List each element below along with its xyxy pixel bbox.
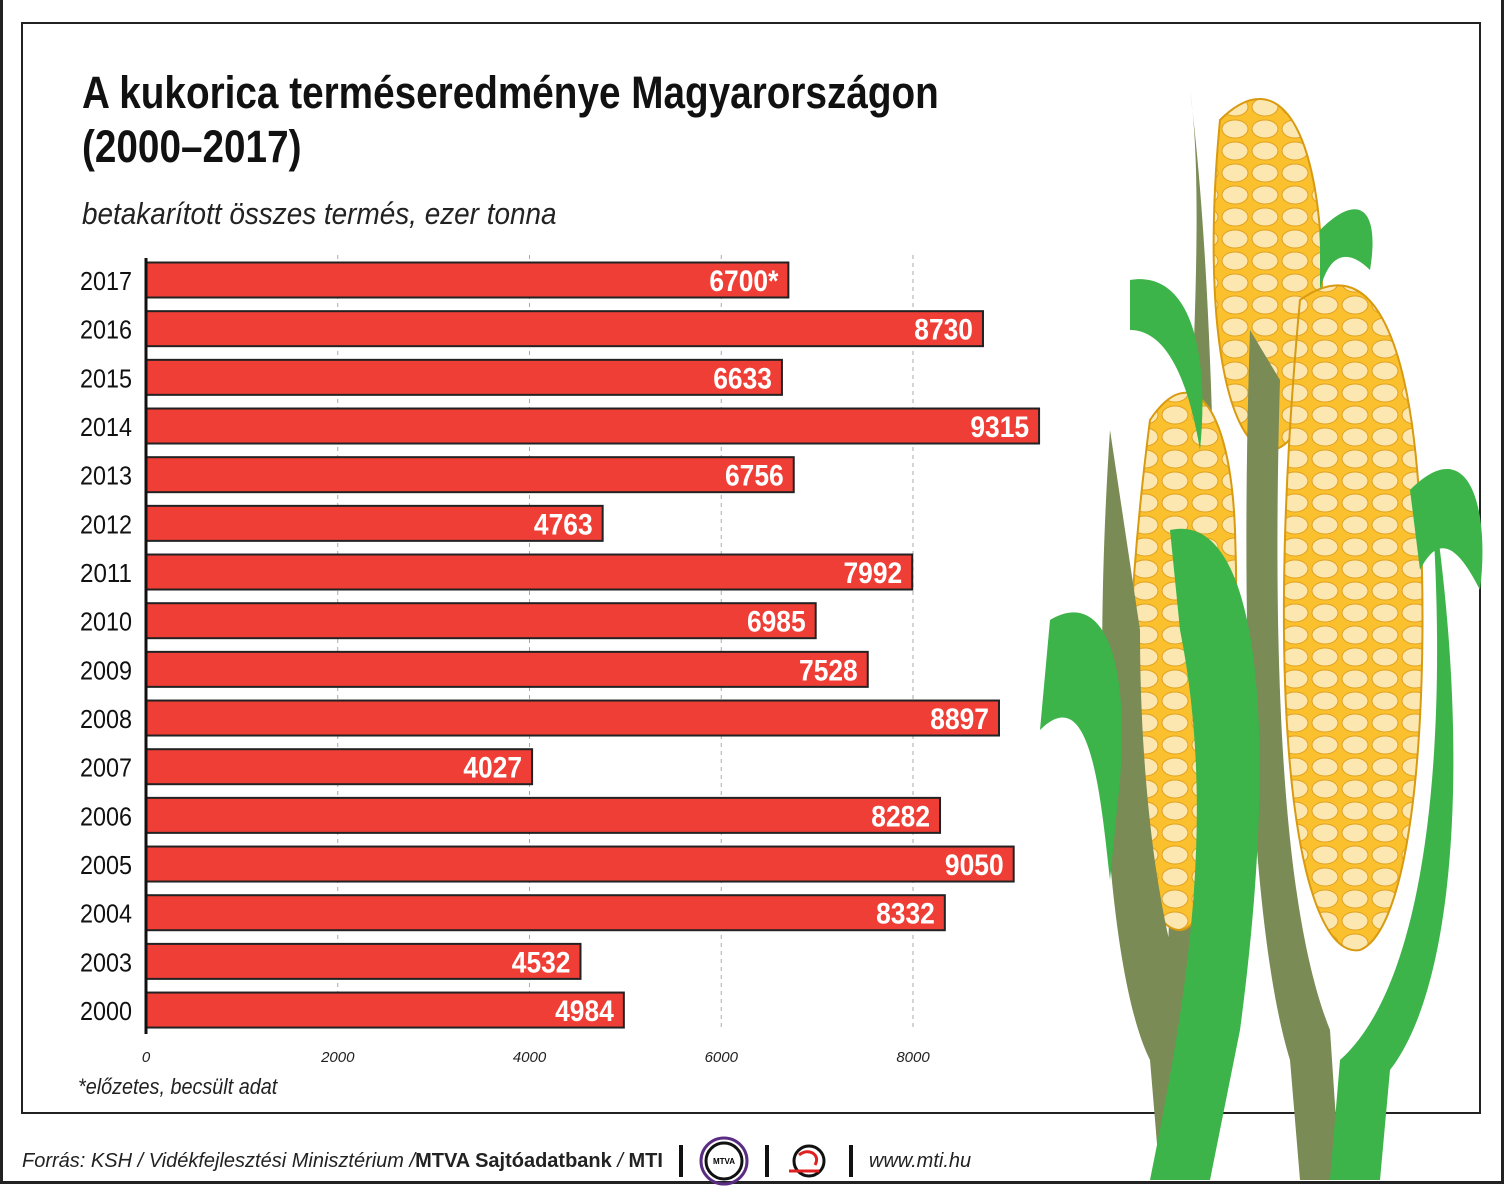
data-label: 4984	[555, 993, 614, 1027]
bar	[145, 310, 984, 348]
data-label: 4532	[512, 945, 571, 979]
mtva-logo: MTVA	[699, 1136, 749, 1186]
data-label: 6985	[747, 604, 806, 638]
data-label: 9050	[945, 847, 1004, 881]
data-label: 8897	[930, 701, 989, 735]
bar	[145, 942, 582, 980]
bar	[145, 504, 604, 542]
data-label: 4027	[463, 750, 522, 784]
data-label: 4763	[534, 507, 593, 541]
website-link[interactable]: www.mti.hu	[868, 1149, 972, 1172]
bar	[145, 991, 625, 1029]
bar	[145, 845, 1015, 883]
divider	[848, 1145, 853, 1177]
y-tick-label: 2004	[80, 899, 132, 929]
bar	[145, 894, 946, 932]
corn-illustration	[1040, 90, 1483, 1180]
bar	[145, 261, 790, 299]
y-tick-label: 2005	[80, 850, 132, 880]
bar	[145, 456, 795, 494]
source-mtva: MTVA Sajtóadatbank	[415, 1149, 612, 1172]
divider	[678, 1145, 683, 1177]
svg-text:MTVA: MTVA	[713, 1157, 735, 1166]
y-tick-label: 2011	[80, 558, 132, 588]
title-line-2: (2000–2017)	[82, 121, 302, 172]
chart-title: A kukorica terméseredménye Magyarországo…	[82, 66, 939, 174]
y-tick-label: 2015	[80, 363, 132, 393]
source-slash: /	[611, 1149, 629, 1172]
footer: Forrás: KSH / Vidékfejlesztési Minisztér…	[22, 1136, 971, 1186]
chart-subtitle: betakarított összes termés, ezer tonna	[82, 196, 557, 231]
data-label: 8332	[876, 896, 935, 930]
y-tick-label: 2014	[80, 412, 132, 442]
footnote: *előzetes, becsült adat	[78, 1074, 278, 1099]
x-tick-label: 4000	[513, 1049, 547, 1066]
y-tick-label: 2016	[80, 315, 132, 345]
mti-logo	[788, 1144, 826, 1178]
divider	[764, 1145, 769, 1177]
data-label: 6700*	[709, 263, 778, 297]
x-tick-label: 6000	[705, 1049, 739, 1066]
bar	[145, 796, 942, 834]
y-tick-label: 2009	[80, 655, 132, 685]
data-label: 8730	[914, 312, 973, 346]
y-tick-label: 2007	[80, 753, 132, 783]
y-tick-label: 2010	[80, 607, 132, 637]
data-label: 6633	[713, 361, 772, 395]
data-label: 9315	[970, 409, 1029, 443]
bar	[145, 407, 1041, 445]
x-tick-label: 8000	[896, 1049, 930, 1066]
bar	[145, 748, 534, 786]
data-label: 8282	[871, 799, 930, 833]
data-label: 7992	[844, 555, 903, 589]
y-tick-label: 2006	[80, 801, 132, 831]
x-tick-label: 2000	[320, 1049, 355, 1066]
bar	[145, 358, 783, 396]
bar	[145, 699, 1000, 737]
data-label: 7528	[799, 653, 858, 687]
y-tick-label: 2017	[80, 266, 132, 296]
y-tick-label: 2000	[80, 996, 132, 1026]
y-tick-label: 2003	[80, 947, 132, 977]
bar	[145, 602, 817, 640]
y-tick-label: 2013	[80, 461, 132, 491]
bar	[145, 553, 914, 591]
title-line-1: A kukorica terméseredménye Magyarországo…	[82, 67, 939, 118]
source-mti: MTI	[628, 1149, 663, 1172]
source-text: Forrás: KSH / Vidékfejlesztési Minisztér…	[22, 1149, 416, 1172]
bar	[145, 650, 869, 688]
data-label: 6756	[725, 458, 784, 492]
y-tick-label: 2008	[80, 704, 132, 734]
y-tick-label: 2012	[80, 509, 132, 539]
x-tick-label: 0	[142, 1049, 151, 1066]
